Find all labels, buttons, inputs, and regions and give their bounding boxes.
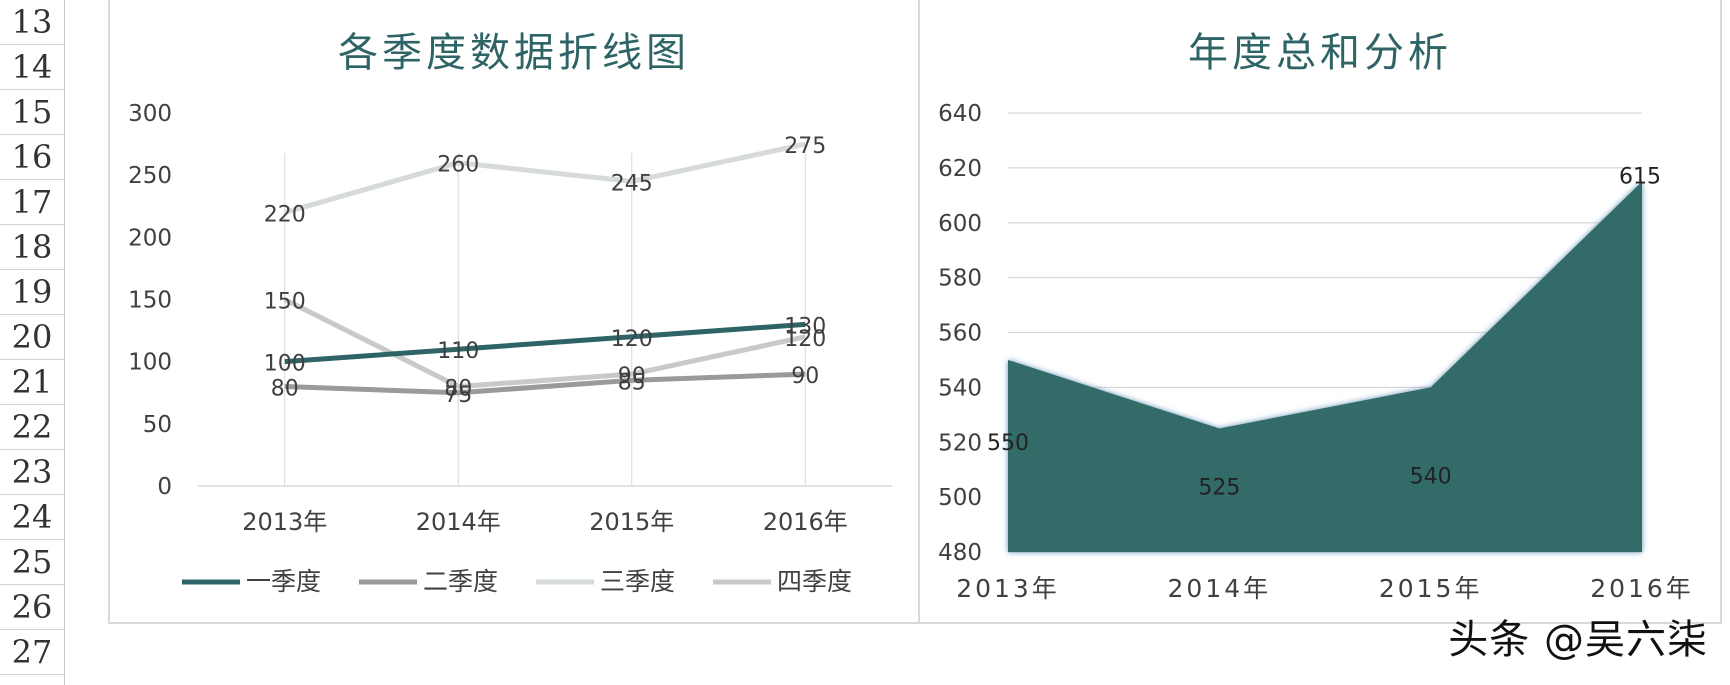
y-tick-label: 250 <box>128 163 172 189</box>
row-number[interactable]: 19 <box>0 270 64 315</box>
chart-title: 各季度数据折线图 <box>338 30 690 76</box>
x-tick-label: 2016年 <box>1590 574 1694 603</box>
row-number[interactable]: 15 <box>0 90 64 135</box>
row-number[interactable]: 25 <box>0 540 64 585</box>
data-label: 130 <box>784 314 826 339</box>
row-header-column: 13 14 15 16 17 18 19 20 21 22 23 24 25 26 27 <box>0 0 65 685</box>
row-number[interactable]: 14 <box>0 45 64 90</box>
y-tick-label: 520 <box>938 430 982 456</box>
row-number[interactable]: 27 <box>0 630 64 675</box>
data-label: 90 <box>618 364 646 389</box>
x-tick-label: 2016年 <box>763 508 848 536</box>
data-label: 80 <box>444 377 472 402</box>
data-label: 120 <box>784 327 826 352</box>
annual-area-chart[interactable]: 年度总和分析 480 500 520 540 560 580 600 620 640 550 525… <box>918 0 1722 624</box>
y-tick-label: 620 <box>938 156 982 182</box>
row-number[interactable]: 23 <box>0 450 64 495</box>
row-number[interactable]: 17 <box>0 180 64 225</box>
y-tick-label: 560 <box>938 321 982 347</box>
row-number[interactable]: 13 <box>0 0 64 45</box>
y-tick-label: 540 <box>938 375 982 401</box>
x-tick-label: 2015年 <box>1379 574 1483 603</box>
x-tick-label: 2014年 <box>1168 574 1272 603</box>
row-number[interactable]: 26 <box>0 585 64 630</box>
row-number[interactable]: 16 <box>0 135 64 180</box>
legend-label: 一季度 <box>246 567 321 596</box>
data-label: 80 <box>271 377 299 402</box>
y-tick-label: 200 <box>128 225 172 251</box>
data-label: 260 <box>437 153 479 178</box>
data-label: 85 <box>618 370 646 395</box>
data-label: 220 <box>264 202 306 227</box>
legend-label: 二季度 <box>423 567 498 596</box>
series-line-4 <box>283 297 806 390</box>
x-tick-label: 2013年 <box>242 508 327 536</box>
area-fill <box>1008 181 1642 552</box>
y-tick-label: 640 <box>938 101 982 127</box>
y-tick-label: 580 <box>938 266 982 292</box>
y-tick-label: 0 <box>157 474 172 500</box>
legend-label: 三季度 <box>600 567 675 596</box>
data-label: 110 <box>437 339 479 364</box>
y-tick-label: 50 <box>143 412 172 438</box>
watermark-text: 头条 @吴六柒 <box>1448 617 1708 663</box>
x-tick-label: 2013年 <box>956 574 1060 603</box>
data-label: 615 <box>1619 165 1661 190</box>
legend-label: 四季度 <box>777 567 852 596</box>
row-number[interactable]: 21 <box>0 360 64 405</box>
data-label: 540 <box>1410 464 1452 489</box>
data-label: 100 <box>264 352 306 377</box>
y-tick-label: 600 <box>938 211 982 237</box>
data-label: 150 <box>264 290 306 315</box>
row-number[interactable]: 18 <box>0 225 64 270</box>
data-label: 275 <box>784 134 826 159</box>
y-tick-label: 100 <box>128 350 172 376</box>
x-tick-label: 2014年 <box>416 508 501 536</box>
quarterly-line-chart[interactable]: 各季度数据折线图 0 50 100 150 200 250 300 2013年 2014年 201… <box>108 0 920 624</box>
y-tick-label: 500 <box>938 485 982 511</box>
data-label: 90 <box>791 364 819 389</box>
series-line-1 <box>284 321 806 365</box>
chart-title: 年度总和分析 <box>1188 30 1452 76</box>
row-number[interactable]: 20 <box>0 315 64 360</box>
data-label: 120 <box>611 327 653 352</box>
y-tick-label: 150 <box>128 288 172 314</box>
data-label: 525 <box>1198 476 1240 501</box>
data-label: 550 <box>987 431 1029 456</box>
line-chart-plot: 0 50 100 150 200 250 300 2013年 2014年 2015年 2016年 10… <box>128 101 892 596</box>
series-line-2 <box>284 371 806 396</box>
data-label: 75 <box>444 383 472 408</box>
series-line-3 <box>284 141 806 215</box>
row-number[interactable]: 22 <box>0 405 64 450</box>
x-tick-label: 2015年 <box>589 508 674 536</box>
row-number[interactable]: 24 <box>0 495 64 540</box>
area-chart-plot: 480 500 520 540 560 580 600 620 640 550 525 540 615 2… <box>938 101 1694 603</box>
y-tick-label: 300 <box>128 101 172 127</box>
y-tick-label: 480 <box>938 540 982 566</box>
data-label: 245 <box>611 171 653 196</box>
